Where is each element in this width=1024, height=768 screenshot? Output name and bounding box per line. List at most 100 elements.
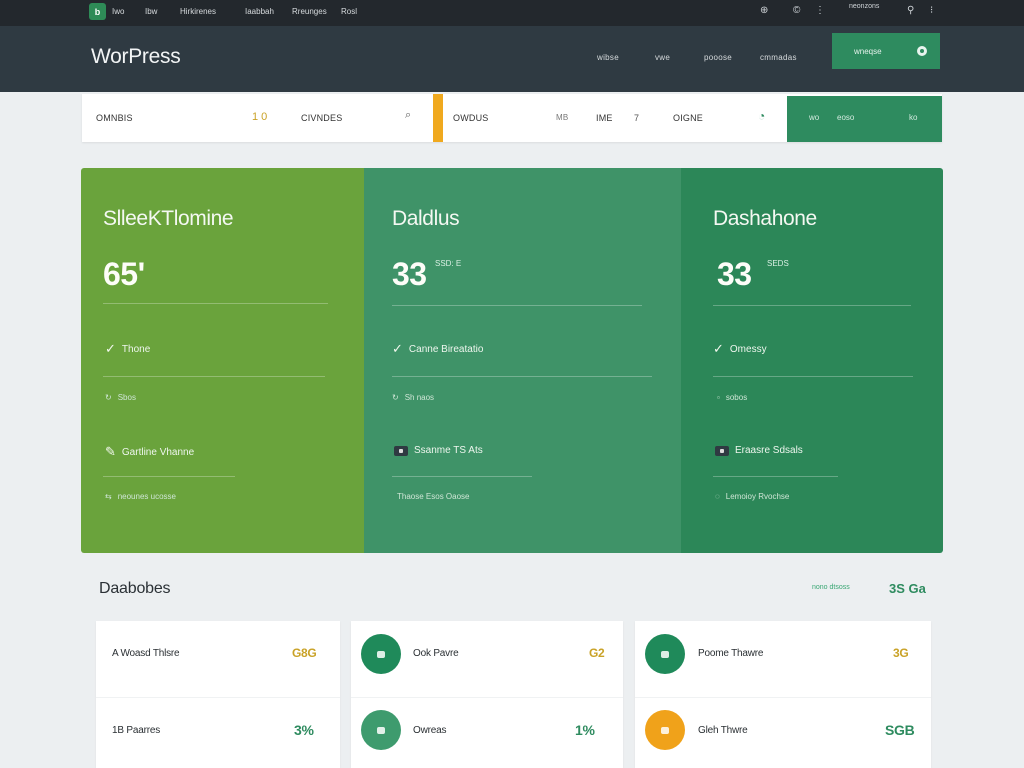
card-row[interactable]: 1B Paarres 3%	[96, 697, 340, 762]
pencil-icon: ✎	[105, 444, 116, 459]
card-row[interactable]: Ook Pavre G2	[351, 621, 623, 685]
panel-row-label: Lemoioy Rvochse	[725, 492, 790, 501]
image-icon: ▫	[717, 393, 720, 402]
panel-metric-unit: SEDS	[767, 259, 789, 268]
check-icon: ✓	[713, 341, 724, 356]
search-icon[interactable]: ⚲	[907, 5, 915, 16]
divider	[103, 476, 235, 477]
stat-label: OIGNE	[673, 113, 704, 123]
stat-card[interactable]: Ook Pavre G2 Owreas 1%	[351, 621, 623, 768]
panel-row[interactable]: ▫ sobos	[717, 393, 747, 402]
refresh-icon: ↻	[105, 393, 112, 402]
admin-menu-item[interactable]: Iaabbah	[245, 7, 274, 16]
hero-panel-3[interactable]: Dashahone 33 SEDS ✓ Omessy ▫ sobos Eraas…	[681, 168, 943, 553]
hero-panels: SlleeKTlomine 65' ✓ Thone ↻ Sbos ✎ Gartl…	[81, 168, 943, 553]
card-row-value: G8G	[292, 646, 317, 660]
divider	[392, 476, 532, 477]
comments-icon[interactable]: ©	[793, 5, 801, 16]
brand-title[interactable]: WorPress	[91, 45, 181, 68]
panel-row[interactable]: ↻ Sh naos	[392, 393, 434, 402]
divider	[103, 303, 328, 304]
strip-action[interactable]: wo eoso ko	[787, 96, 942, 142]
stat-card[interactable]: A Woasd Thlsre G8G 1B Paarres 3%	[96, 621, 340, 768]
admin-menu-item[interactable]: Iwo	[112, 7, 125, 16]
divider	[392, 376, 652, 377]
strip-action-label: eoso	[837, 113, 855, 122]
panel-row[interactable]: Eraasre Sdsals	[715, 445, 803, 456]
admin-account-link[interactable]: neonzons	[849, 3, 880, 10]
hero-panel-1[interactable]: SlleeKTlomine 65' ✓ Thone ↻ Sbos ✎ Gartl…	[81, 168, 364, 553]
card-row-label: A Woasd Thlsre	[112, 647, 180, 659]
panel-row[interactable]: Ssanme TS Ats	[394, 445, 483, 456]
section-title: Daabobes	[99, 580, 171, 597]
panel-row-label: Thone	[121, 343, 151, 355]
divider	[713, 476, 838, 477]
card-row-value: SGB	[885, 722, 915, 738]
admin-menu-item[interactable]: Hirkirenes	[180, 7, 217, 16]
panel-metric: 65'	[103, 256, 145, 292]
stat-value: 7	[634, 113, 640, 123]
nav-link[interactable]: wibse	[597, 53, 619, 62]
nav-link[interactable]: pooose	[704, 53, 733, 62]
card-row-label: Owreas	[413, 724, 447, 736]
search-icon[interactable]: ⌕	[405, 109, 412, 121]
admin-bar: b Iwo Ibw Hirkirenes Iaabbah Rreunges Ro…	[0, 0, 1024, 26]
panel-row[interactable]: ◌ Lemoioy Rvochse	[715, 492, 789, 501]
badge-icon	[361, 634, 401, 674]
share-icon: ⇆	[105, 492, 112, 501]
panel-row[interactable]: ✎ Gartline Vhanne	[105, 444, 194, 460]
window-icon	[394, 445, 408, 456]
panel-row[interactable]: ✓ Canne Bireatatio	[392, 341, 483, 357]
card-row-label: Gleh Thwre	[698, 724, 748, 736]
panel-row[interactable]: ↻ Sbos	[105, 393, 136, 402]
nav-link[interactable]: cmmadas	[760, 53, 797, 62]
cta-button[interactable]: wneqse	[832, 33, 940, 69]
window-icon	[715, 445, 729, 456]
panel-row-label: Sh naos	[404, 393, 435, 402]
panel-row-label: neounes ucosse	[117, 492, 176, 501]
site-logo-icon[interactable]: b	[89, 3, 106, 20]
card-row-value: G2	[589, 646, 605, 660]
strip-action-label: ko	[909, 113, 918, 122]
panel-row-label: Omessy	[729, 343, 767, 355]
panel-row-label: Thaose Esos Oaose	[397, 492, 470, 501]
stats-strip: OMNBIS 1 0 CIVNDES ⌕ OWDUS MB IME 7 OIGN…	[82, 94, 942, 142]
panel-metric: 33	[392, 256, 427, 292]
stat-label: CIVNDES	[301, 113, 343, 123]
nav-link[interactable]: vwe	[655, 53, 671, 62]
more-icon[interactable]: ⋮	[815, 5, 825, 16]
options-icon[interactable]: ⁝	[930, 5, 934, 16]
site-header: WorPress wibse vwe pooose cmmadas wneqse	[0, 26, 1024, 92]
globe-icon: ◌	[715, 492, 720, 501]
panel-row-label: Eraasre Sdsals	[735, 445, 803, 456]
card-row-label: 1B Paarres	[112, 724, 161, 736]
panel-row[interactable]: Thaose Esos Oaose	[397, 492, 469, 501]
divider	[103, 376, 325, 377]
card-row-value: 3G	[893, 646, 909, 660]
clock-icon[interactable]: ◔	[758, 109, 766, 123]
card-row[interactable]: A Woasd Thlsre G8G	[96, 621, 340, 685]
card-row[interactable]: Owreas 1%	[351, 697, 623, 762]
panel-row[interactable]: ✓ Omessy	[713, 341, 767, 357]
panel-metric: 33	[717, 256, 752, 292]
check-icon: ✓	[105, 341, 116, 356]
section-value: 3S Ga	[889, 581, 926, 596]
check-icon: ✓	[392, 341, 403, 356]
card-row[interactable]: Poome Thawre 3G	[635, 621, 931, 685]
divider	[713, 376, 913, 377]
admin-menu-item[interactable]: Rreunges	[292, 7, 327, 16]
panel-row[interactable]: ✓ Thone	[105, 341, 150, 357]
section-meta-link[interactable]: nono dtsoss	[812, 584, 850, 591]
admin-menu-item[interactable]: Ibw	[145, 7, 158, 16]
card-row-value: 1%	[575, 722, 595, 738]
panel-title: Daldlus	[392, 207, 460, 230]
hero-panel-2[interactable]: Daldlus 33 SSD: E ✓ Canne Bireatatio ↻ S…	[364, 168, 681, 553]
admin-menu-item[interactable]: Rosl	[341, 7, 358, 16]
card-row-value: 3%	[294, 722, 314, 738]
stat-card[interactable]: Poome Thawre 3G Gleh Thwre SGB	[635, 621, 931, 768]
panel-title: Dashahone	[713, 207, 817, 230]
globe-icon[interactable]: ⊕	[760, 5, 769, 16]
card-row[interactable]: Gleh Thwre SGB	[635, 697, 931, 762]
panel-row[interactable]: ⇆ neounes ucosse	[105, 492, 176, 501]
panel-row-label: sobos	[725, 393, 748, 402]
